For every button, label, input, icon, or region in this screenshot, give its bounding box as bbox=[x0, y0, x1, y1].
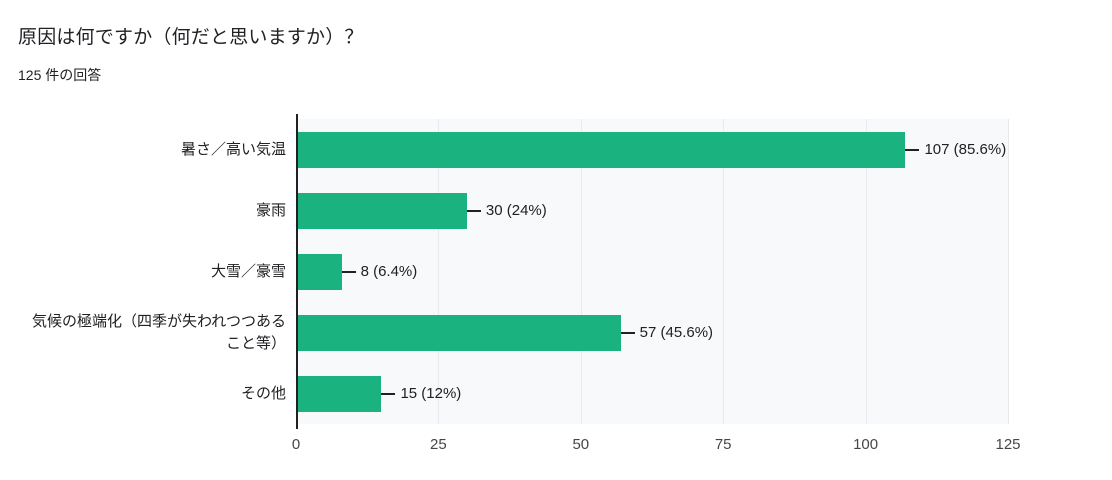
plot-area: 107 (85.6%) 30 (24%) 8 (6.4%) 57 (45.6%) 15 … bbox=[296, 114, 1009, 429]
bar-value-label: 107 (85.6%) bbox=[905, 132, 1006, 168]
gridline bbox=[723, 119, 725, 424]
leader-line bbox=[341, 270, 356, 273]
category-label: 大雪／豪雪 bbox=[210, 262, 286, 280]
bar bbox=[296, 314, 621, 351]
bar bbox=[296, 253, 342, 290]
bar-value-label: 15 (12%) bbox=[381, 376, 461, 412]
x-tick-label: 25 bbox=[430, 436, 447, 453]
category-label: 気候の極端化（四季が失われつつあること等） bbox=[32, 312, 286, 352]
plot-wrapper: 107 (85.6%) 30 (24%) 8 (6.4%) 57 (45.6%) 15 … bbox=[292, 114, 1021, 464]
x-axis: 0 25 50 75 100 125 bbox=[292, 424, 1021, 464]
leader-line bbox=[905, 148, 920, 151]
bar-value-label: 8 (6.4%) bbox=[341, 254, 418, 290]
value-label-text: 30 (24%) bbox=[485, 202, 547, 219]
question-title: 原因は何ですか（何だと思いますか）？ bbox=[18, 27, 364, 48]
value-label-text: 107 (85.6%) bbox=[924, 141, 1007, 158]
gridline bbox=[580, 119, 582, 424]
category-labels: 暑さ／高い気温豪雨大雪／豪雪気候の極端化（四季が失われつつあること等） その他 bbox=[18, 119, 296, 464]
category-label: 豪雨 bbox=[255, 201, 286, 219]
x-tick-label: 75 bbox=[714, 436, 732, 453]
x-tick-label: 100 bbox=[853, 436, 879, 453]
bar-value-label: 30 (24%) bbox=[466, 193, 547, 229]
x-tick-label: 0 bbox=[291, 436, 301, 453]
category-label: 暑さ／高い気温 bbox=[180, 140, 286, 158]
response-count: 125 件の回答 bbox=[18, 67, 102, 83]
gridline bbox=[438, 119, 440, 424]
bar bbox=[296, 375, 382, 412]
leader-line bbox=[381, 392, 396, 395]
bar bbox=[296, 131, 906, 168]
value-label-text: 8 (6.4%) bbox=[360, 263, 418, 280]
category-label: その他 bbox=[240, 384, 286, 402]
gridline bbox=[865, 119, 867, 424]
value-label-text: 57 (45.6%) bbox=[639, 324, 714, 341]
leader-line bbox=[620, 331, 635, 334]
bar bbox=[296, 192, 467, 229]
bar-chart: 暑さ／高い気温豪雨大雪／豪雪気候の極端化（四季が失われつつあること等） その他 1… bbox=[18, 114, 1112, 464]
x-tick-label: 50 bbox=[572, 436, 590, 453]
value-label-text: 15 (12%) bbox=[400, 385, 462, 402]
x-tick-label: 125 bbox=[995, 436, 1021, 453]
leader-line bbox=[466, 209, 481, 212]
gridline bbox=[1008, 119, 1009, 424]
bar-value-label: 57 (45.6%) bbox=[620, 315, 714, 351]
